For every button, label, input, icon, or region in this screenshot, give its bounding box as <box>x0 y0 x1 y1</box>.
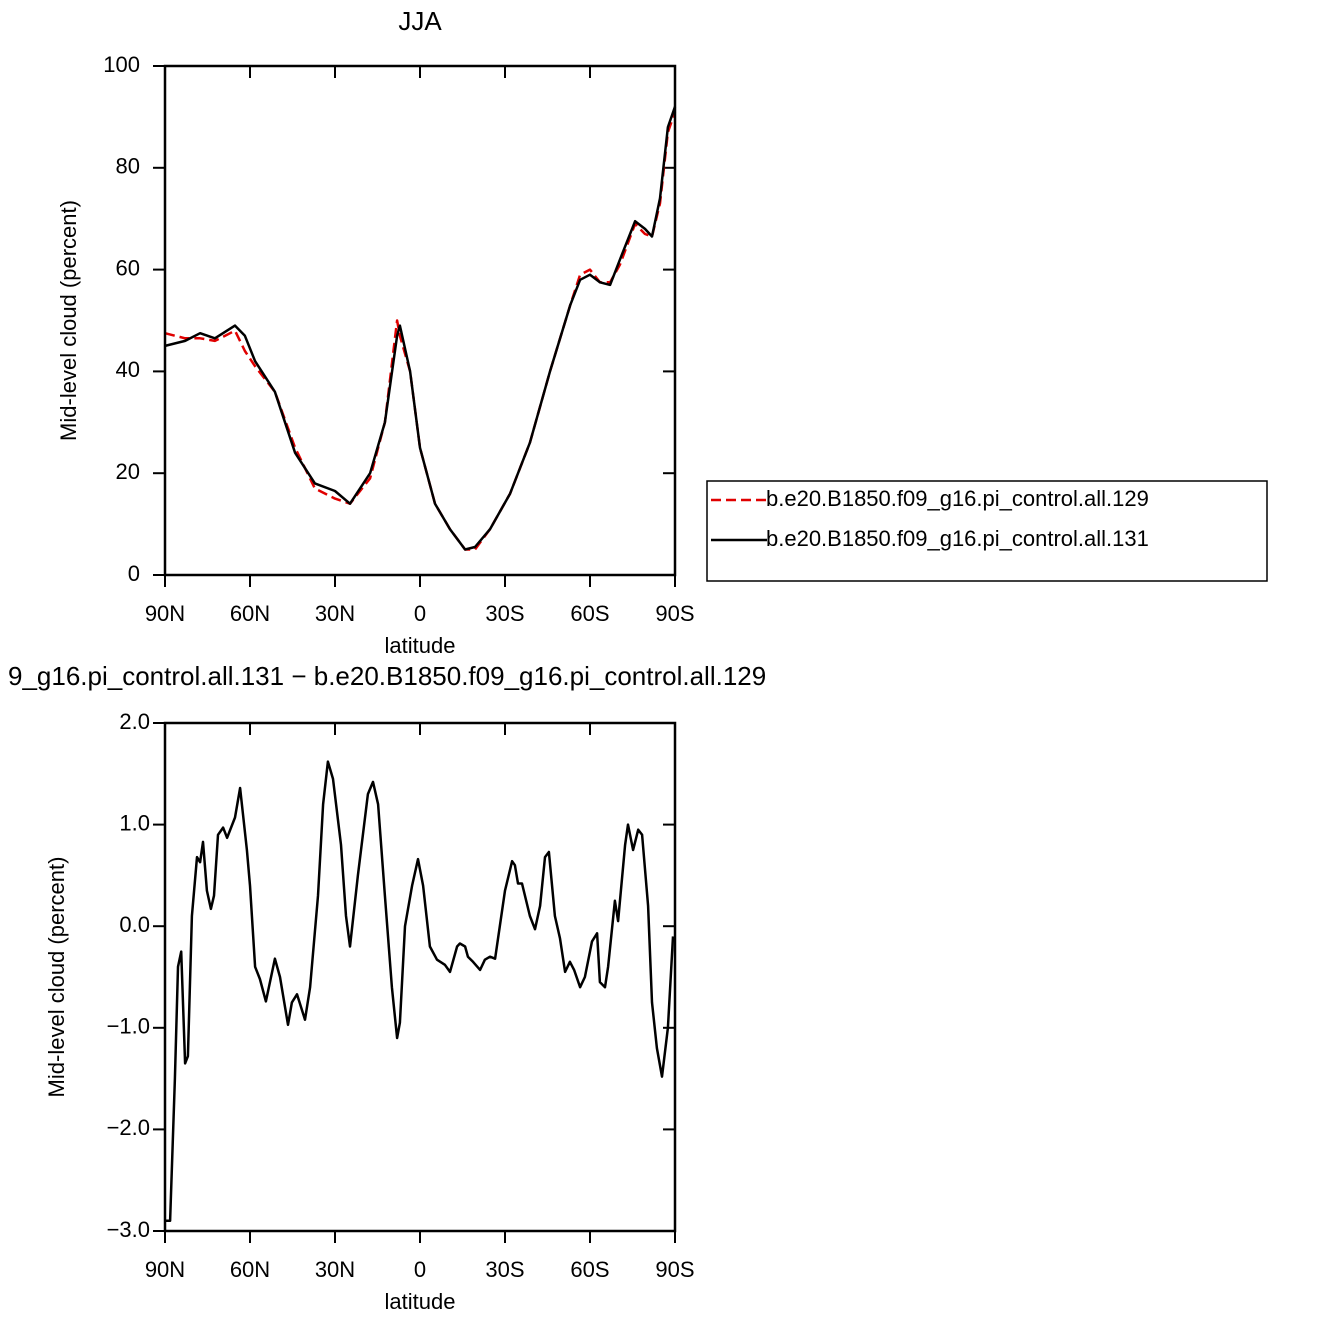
x-tick-label: 60N <box>230 601 270 626</box>
y-tick-label: 0 <box>128 561 140 586</box>
x-axis-label: latitude <box>385 633 456 658</box>
y-tick-label: 20 <box>116 459 140 484</box>
x-tick-label: 60S <box>570 1257 609 1282</box>
y-tick-label: 60 <box>116 255 140 280</box>
x-tick-label: 90N <box>145 601 185 626</box>
x-tick-label: 90S <box>655 1257 694 1282</box>
y-tick-label: 1.0 <box>119 810 150 835</box>
y-tick-label: 40 <box>116 357 140 382</box>
y-tick-label: 2.0 <box>119 709 150 734</box>
y-axis-label: Mid-level cloud (percent) <box>56 200 81 441</box>
y-tick-label: −2.0 <box>107 1115 150 1140</box>
x-tick-label: 0 <box>414 601 426 626</box>
plot-frame <box>163 721 677 1233</box>
x-tick-label: 90N <box>145 1257 185 1282</box>
x-tick-label: 60N <box>230 1257 270 1282</box>
y-tick-label: −1.0 <box>107 1014 150 1039</box>
chart-title: JJA <box>398 6 442 36</box>
chart-title: 9_g16.pi_control.all.131 − b.e20.B1850.f… <box>8 661 766 691</box>
legend-label: b.e20.B1850.f09_g16.pi_control.all.131 <box>766 526 1149 551</box>
x-tick-label: 30N <box>315 1257 355 1282</box>
data-line <box>164 106 677 551</box>
y-tick-label: 100 <box>103 52 140 77</box>
y-tick-label: 80 <box>116 154 140 179</box>
y-tick-label: 0.0 <box>119 912 150 937</box>
legend-box <box>706 480 1268 582</box>
y-tick-label: −3.0 <box>107 1217 150 1242</box>
y-axis-label: Mid-level cloud (percent) <box>44 857 69 1098</box>
x-axis-label: latitude <box>385 1289 456 1314</box>
x-tick-label: 90S <box>655 601 694 626</box>
x-tick-label: 60S <box>570 601 609 626</box>
x-tick-label: 30N <box>315 601 355 626</box>
x-tick-label: 30S <box>485 601 524 626</box>
legend: b.e20.B1850.f09_g16.pi_control.all.129 b.… <box>706 480 1268 582</box>
plot-frame <box>163 64 677 577</box>
x-tick-label: 30S <box>485 1257 524 1282</box>
legend-label: b.e20.B1850.f09_g16.pi_control.all.129 <box>766 486 1149 511</box>
x-tick-label: 0 <box>414 1257 426 1282</box>
data-line <box>165 760 675 1223</box>
